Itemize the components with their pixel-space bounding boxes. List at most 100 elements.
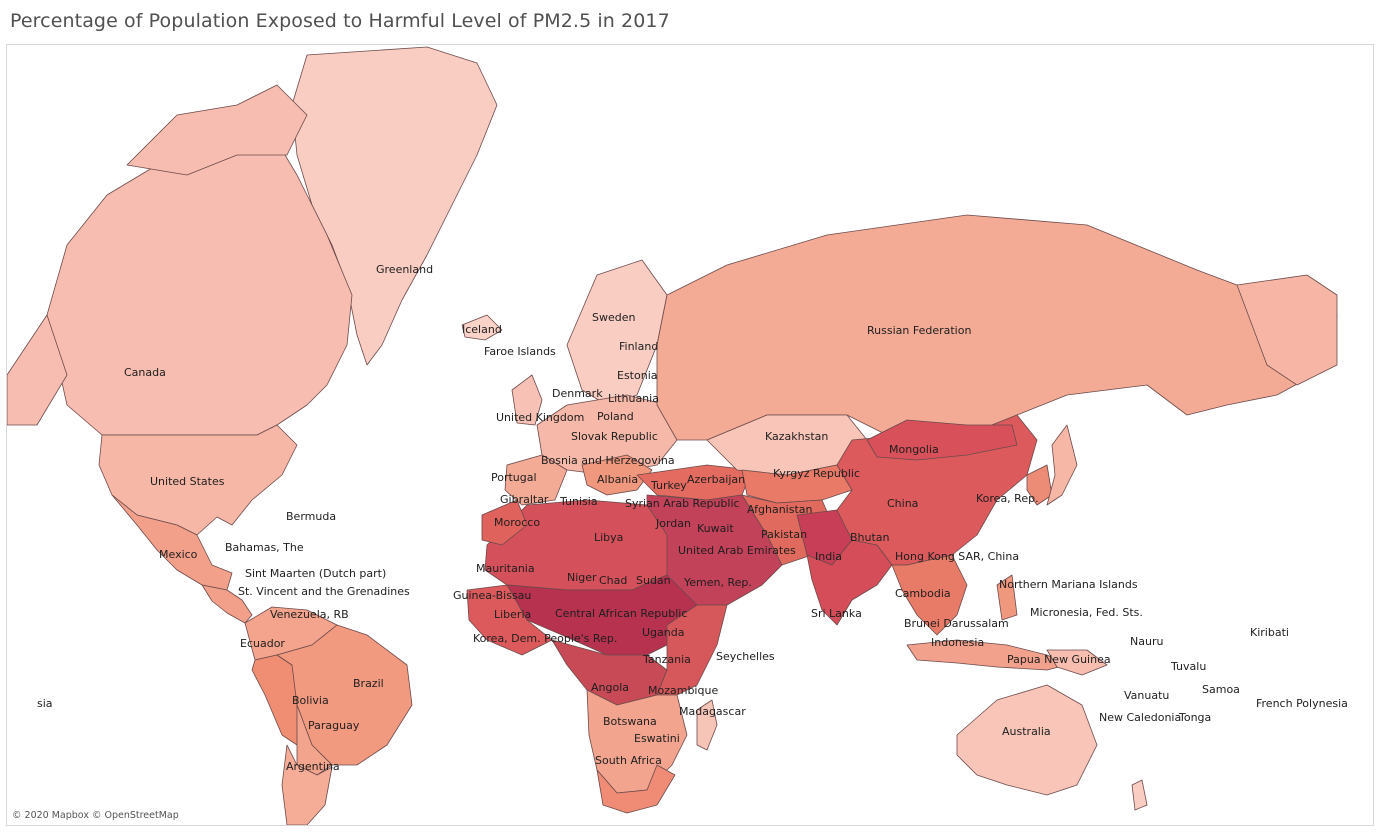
label-guinea-bissau: Guinea-Bissau <box>453 589 532 602</box>
label-sri-lanka: Sri Lanka <box>811 607 862 620</box>
label-lithuania: Lithuania <box>608 392 659 405</box>
region-india <box>806 539 893 626</box>
label-uae: United Arab Emirates <box>678 544 796 557</box>
label-st-vincent: St. Vincent and the Grenadines <box>238 585 410 598</box>
label-afghanistan: Afghanistan <box>747 503 813 516</box>
label-tonga: Tonga <box>1179 711 1212 724</box>
label-tanzania: Tanzania <box>643 653 691 666</box>
label-tuvalu: Tuvalu <box>1171 660 1207 673</box>
label-bosnia: Bosnia and Herzegovina <box>541 454 675 467</box>
region-australia <box>956 684 1098 796</box>
region-scandinavia <box>566 259 668 406</box>
label-pakistan: Pakistan <box>761 528 808 541</box>
label-cambodia: Cambodia <box>895 587 951 600</box>
label-azerbaijan: Azerbaijan <box>687 473 746 486</box>
region-central-asia <box>741 464 853 504</box>
label-estonia: Estonia <box>617 369 658 382</box>
label-eswatini: Eswatini <box>634 732 680 745</box>
region-iberia <box>504 454 568 506</box>
label-mauritania: Mauritania <box>476 562 535 575</box>
label-bolivia: Bolivia <box>292 694 329 707</box>
label-car: Central African Republic <box>555 607 688 620</box>
label-united-states: United States <box>150 475 225 488</box>
label-morocco: Morocco <box>494 516 541 529</box>
region-iceland <box>461 314 503 341</box>
region-southern-africa <box>586 689 688 794</box>
label-seychelles: Seychelles <box>716 650 775 663</box>
choropleth-map[interactable]: Greenland Canada United States Mexico Be… <box>6 44 1374 826</box>
label-samoa: Samoa <box>1202 683 1240 696</box>
label-india: India <box>815 550 842 563</box>
region-japan <box>1046 424 1078 506</box>
label-indonesia: Indonesia <box>931 636 985 649</box>
region-balkans <box>581 454 653 496</box>
label-turkey: Turkey <box>651 479 687 492</box>
label-bermuda: Bermuda <box>286 510 337 523</box>
label-angola: Angola <box>591 681 630 694</box>
label-mozambique: Mozambique <box>648 684 719 697</box>
label-jordan: Jordan <box>656 517 691 530</box>
label-asia-fragment: sia <box>37 697 53 710</box>
label-new-caledonia: New Caledonia <box>1099 711 1182 724</box>
region-south-africa <box>596 764 676 814</box>
label-hong-kong: Hong Kong SAR, China <box>895 550 1020 563</box>
label-kyrgyz: Kyrgyz Republic <box>773 467 861 480</box>
label-nauru: Nauru <box>1130 635 1164 648</box>
map-title: Percentage of Population Exposed to Harm… <box>10 10 670 32</box>
region-morocco <box>481 499 528 546</box>
label-portugal: Portugal <box>491 471 537 484</box>
label-niger: Niger <box>567 571 597 584</box>
label-micronesia: Micronesia, Fed. Sts. <box>1030 606 1143 619</box>
label-mexico: Mexico <box>159 548 198 561</box>
region-madagascar <box>696 699 718 751</box>
label-bahamas: Bahamas, The <box>225 541 304 554</box>
label-slovak: Slovak Republic <box>571 430 658 443</box>
label-venezuela: Venezuela, RB <box>270 608 349 621</box>
region-russian-federation <box>656 214 1338 441</box>
region-east-africa <box>656 604 728 696</box>
region-central-america <box>201 584 253 624</box>
region-new-zealand <box>1131 779 1148 811</box>
label-yemen: Yemen, Rep. <box>684 576 752 589</box>
label-paraguay: Paraguay <box>308 719 360 732</box>
label-sint-maarten: Sint Maarten (Dutch part) <box>245 567 387 580</box>
label-liberia: Liberia <box>494 608 532 621</box>
region-alaska <box>7 314 68 426</box>
label-vanuatu: Vanuatu <box>1124 689 1170 702</box>
label-uk: United Kingdom <box>496 411 585 424</box>
label-iceland: Iceland <box>462 323 502 336</box>
label-uganda: Uganda <box>642 626 685 639</box>
label-brazil: Brazil <box>353 677 384 690</box>
region-uk <box>511 374 543 426</box>
region-argentina-chile <box>281 744 333 825</box>
map-attribution[interactable]: © 2020 Mapbox © OpenStreetMap <box>12 810 179 821</box>
label-faroe: Faroe Islands <box>484 345 556 358</box>
label-chad: Chad <box>599 574 628 587</box>
region-bolivia-paraguay <box>296 704 333 776</box>
label-sudan: Sudan <box>636 574 671 587</box>
label-greenland: Greenland <box>376 263 434 276</box>
label-botswana: Botswana <box>603 715 657 728</box>
label-bhutan: Bhutan <box>850 531 890 544</box>
label-mongolia: Mongolia <box>889 443 939 456</box>
label-syria: Syrian Arab Republic <box>625 497 740 510</box>
label-brunei: Brunei Darussalam <box>904 617 1009 630</box>
label-finland: Finland <box>619 340 659 353</box>
label-kuwait: Kuwait <box>697 522 734 535</box>
region-greenland <box>291 46 498 366</box>
label-kazakhstan: Kazakhstan <box>765 430 829 443</box>
region-canada-arctic <box>126 84 308 176</box>
label-poland: Poland <box>597 410 634 423</box>
label-south-africa: South Africa <box>595 754 662 767</box>
label-gibraltar: Gibraltar <box>500 493 549 506</box>
region-west-africa <box>466 584 553 656</box>
region-southeast-asia <box>891 554 968 636</box>
region-indonesia <box>906 639 1068 671</box>
label-china: China <box>887 497 919 510</box>
map-canvas[interactable] <box>7 45 1373 825</box>
label-australia: Australia <box>1002 725 1051 738</box>
label-n-mariana: Northern Mariana Islands <box>999 578 1138 591</box>
label-denmark: Denmark <box>552 387 603 400</box>
label-canada: Canada <box>124 366 166 379</box>
label-kiribati: Kiribati <box>1250 626 1289 639</box>
